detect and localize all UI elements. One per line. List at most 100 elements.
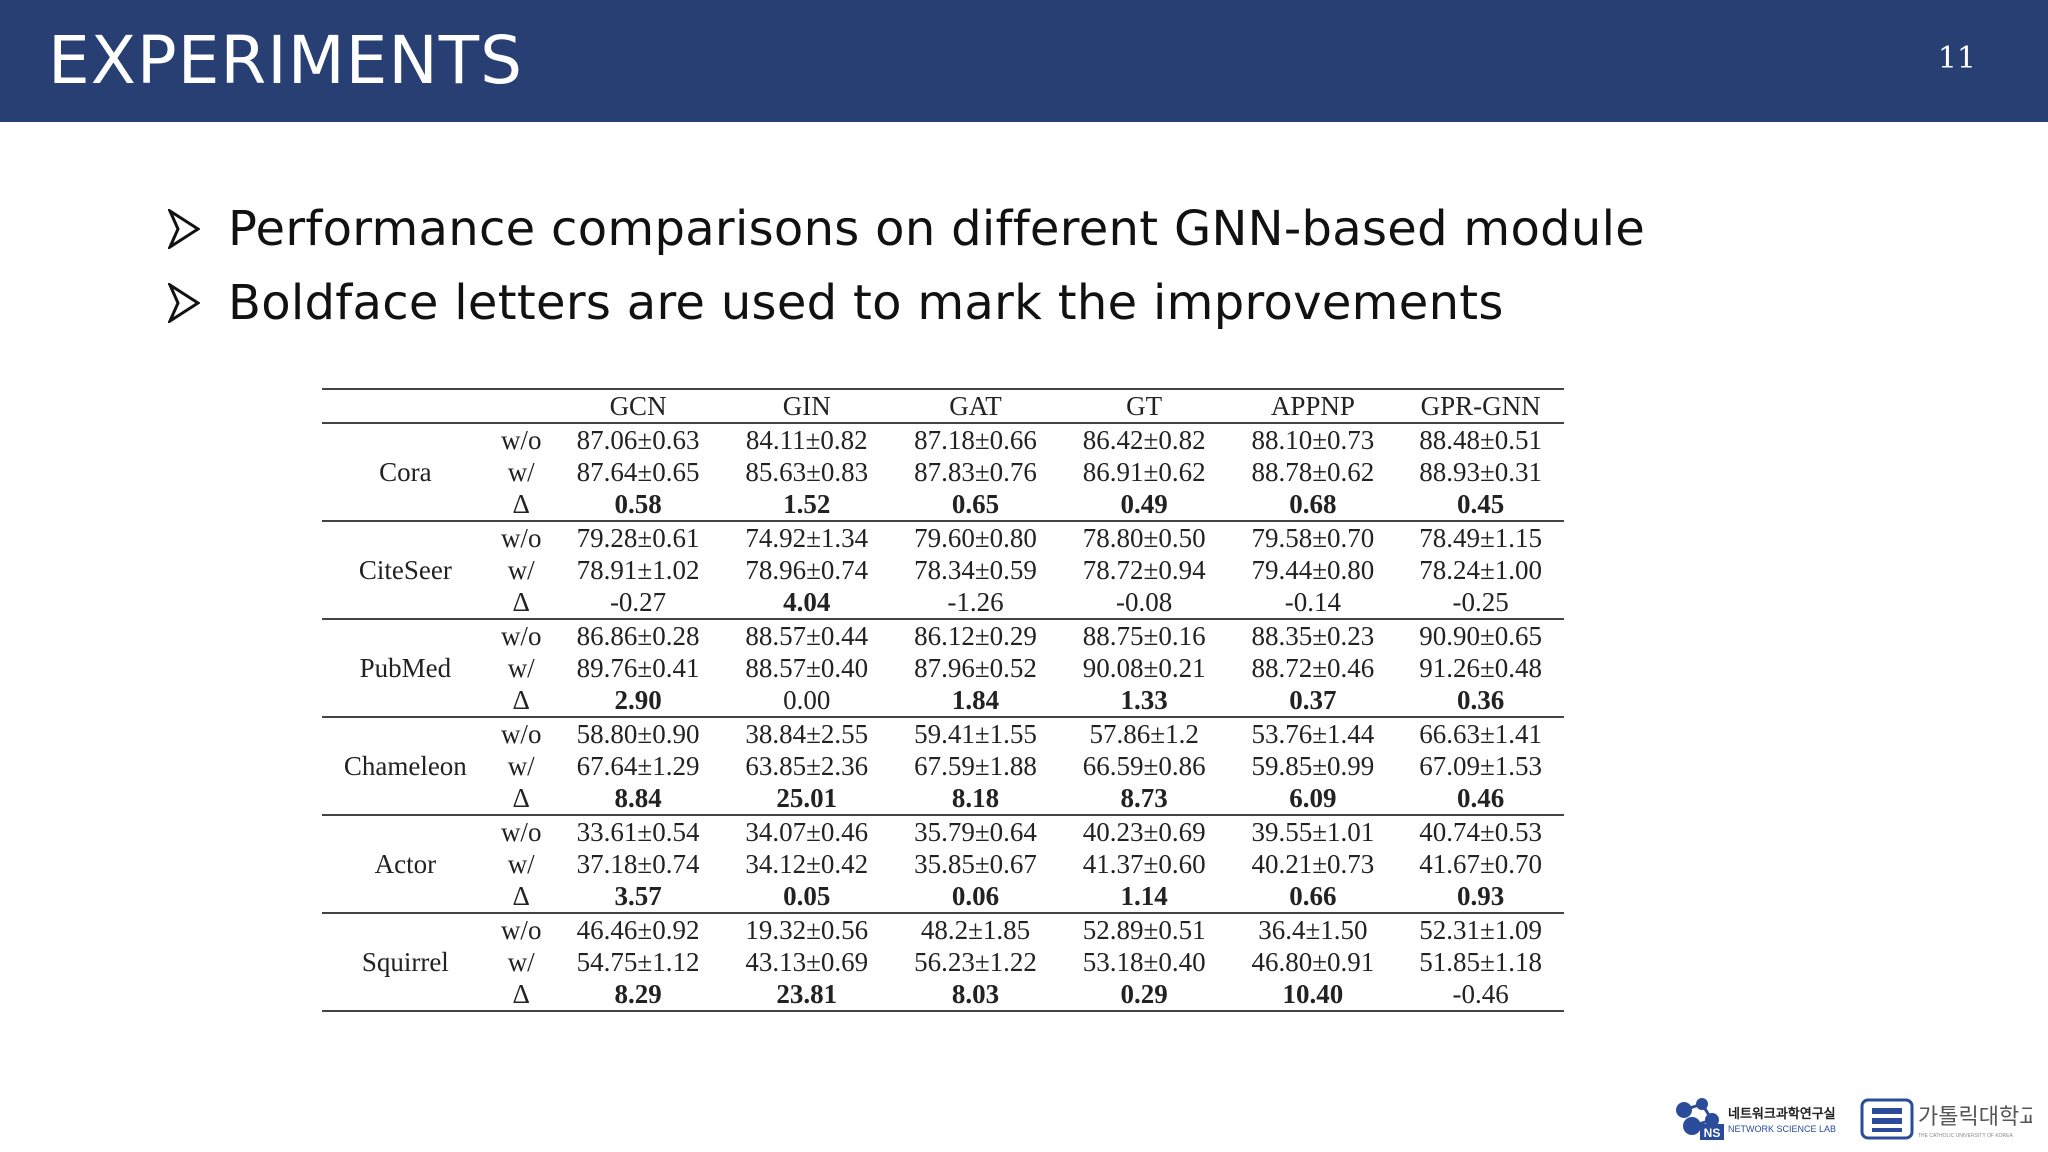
table-header-row: GCN GIN GAT GT APPNP GPR-GNN [322,389,1564,423]
table-cell: 51.85±1.18 [1419,947,1543,977]
table-cell: 88.93±0.31 [1419,457,1543,487]
row-label: w/ [507,751,535,781]
table-cell: 3.57 [614,881,662,911]
table-row: Δ 8.84 25.01 8.18 8.73 6.09 0.46 [322,782,1564,815]
table-row: Δ 8.29 23.81 8.03 0.29 10.40 -0.46 [322,978,1564,1011]
table-cell: 8.18 [951,783,1000,813]
table-row: Squirrel w/o 46.46±0.92 19.32±0.56 48.2±1.85… [322,913,1564,977]
row-label: w/ [507,457,535,487]
table-row: w/67.64±1.29 63.85±2.36 67.59±1.88 66.59±0.… [322,750,1564,782]
column-header: GIN [782,391,831,421]
dataset-group: Cora w/o 87.06±0.63 84.11±0.82 87.18±0.66 86.… [322,423,1564,521]
dataset-group: Chameleon w/o 58.80±0.90 38.84±2.55 59.41±1.… [322,717,1564,815]
footer-logos: NS 네트워크과학연구실 NETWORK SCIENCE LAB 가톨릭대학교 … [1676,1098,2032,1140]
bullet-item: Boldface letters are used to mark the im… [168,266,1645,340]
table-cell: 0.65 [951,489,1000,519]
table-cell: 53.76±1.44 [1251,719,1375,749]
table-row: w/87.64±0.65 85.63±0.83 87.83±0.76 86.91±0.… [322,456,1564,488]
table-cell: 37.18±0.74 [576,849,700,879]
svg-text:NETWORK SCIENCE LAB: NETWORK SCIENCE LAB [1728,1124,1836,1134]
table-cell: 91.26±0.48 [1419,653,1543,683]
table-cell: -0.08 [1116,587,1173,617]
row-label: Δ [512,685,530,715]
table-cell: 40.23±0.69 [1082,817,1206,847]
table-cell: 0.68 [1289,489,1337,519]
table-cell: 88.78±0.62 [1251,457,1375,487]
table-cell: 10.40 [1282,979,1344,1009]
table-cell: 0.49 [1120,489,1168,519]
table-row: w/37.18±0.74 34.12±0.42 35.85±0.67 41.37±0.… [322,848,1564,880]
table-cell: 25.01 [776,783,838,813]
table-cell: 0.00 [783,685,831,715]
table-cell: 88.75±0.16 [1082,621,1206,651]
table-row: Cora w/o 87.06±0.63 84.11±0.82 87.18±0.66 86.… [322,423,1564,487]
table-cell: 79.60±0.80 [914,523,1037,553]
table-row: Δ 0.58 1.52 0.65 0.49 0.68 0.45 [322,488,1564,521]
dataset-name: PubMed [359,653,452,683]
table-cell: 57.86±1.2 [1089,719,1199,749]
table-cell: 52.31±1.09 [1419,915,1543,945]
table-cell: 84.11±0.82 [745,425,868,455]
table-cell: 86.42±0.82 [1082,425,1206,455]
slide-title: EXPERIMENTS [48,22,523,99]
table-cell: 78.24±1.00 [1419,555,1543,585]
table-cell: 59.41±1.55 [914,719,1037,749]
table-cell: 1.52 [783,489,831,519]
table-cell: 19.32±0.56 [745,915,869,945]
bullet-list: Performance comparisons on different GNN… [168,192,1645,340]
table-cell: 63.85±2.36 [745,751,869,781]
table-cell: 46.80±0.91 [1251,947,1375,977]
header-bar: EXPERIMENTS 11 [0,0,2048,122]
column-header: APPNP [1270,391,1355,421]
table-cell: 86.12±0.29 [914,621,1037,651]
table-cell: 78.96±0.74 [745,555,869,585]
table-cell: 0.06 [951,881,1000,911]
table-cell: 35.85±0.67 [914,849,1037,879]
bullet-item: Performance comparisons on different GNN… [168,192,1645,266]
row-label: Δ [512,489,530,519]
table-cell: 0.37 [1289,685,1337,715]
row-label: w/o [500,425,542,455]
row-label: w/o [500,817,542,847]
table-row: w/78.91±1.02 78.96±0.74 78.34±0.59 78.72±0.… [322,554,1564,586]
table-cell: 0.58 [614,489,662,519]
table-cell: 53.18±0.40 [1082,947,1206,977]
arrowhead-icon [168,283,200,323]
table-cell: 1.33 [1120,685,1168,715]
table-cell: 67.09±1.53 [1419,751,1543,781]
table-cell: 66.59±0.86 [1082,751,1206,781]
table-row: Δ 2.90 0.00 1.84 1.33 0.37 0.36 [322,684,1564,717]
table-cell: 54.75±1.12 [576,947,700,977]
table-cell: 87.18±0.66 [914,425,1037,455]
bullet-text: Boldface letters are used to mark the im… [228,275,1504,331]
table-cell: -1.26 [947,587,1004,617]
table-cell: 67.59±1.88 [914,751,1037,781]
row-label: w/ [507,555,535,585]
dataset-group: Actor w/o 33.61±0.54 34.07±0.46 35.79±0.64 40… [322,815,1564,913]
table-cell: 85.63±0.83 [745,457,869,487]
table-cell: 40.21±0.73 [1251,849,1375,879]
table-cell: 36.4±1.50 [1258,915,1368,945]
table-cell: 8.84 [614,783,662,813]
table-cell: 0.36 [1456,685,1505,715]
table-cell: -0.14 [1284,587,1341,617]
table-cell: 74.92±1.34 [745,523,869,553]
row-label: w/o [500,915,542,945]
table-cell: 56.23±1.22 [914,947,1037,977]
dataset-group: PubMed w/o 86.86±0.28 88.57±0.44 86.12±0.29 8… [322,619,1564,717]
column-header: GAT [949,391,1002,421]
table-cell: 38.84±2.55 [745,719,869,749]
table-cell: 89.76±0.41 [576,653,700,683]
svg-text:네트워크과학연구실: 네트워크과학연구실 [1728,1106,1836,1122]
row-label: w/o [500,719,542,749]
table-cell: 6.09 [1289,783,1337,813]
table-cell: 88.57±0.44 [745,621,869,651]
column-header: GPR-GNN [1420,391,1541,421]
table-cell: 8.03 [951,979,1000,1009]
table-cell: 58.80±0.90 [576,719,700,749]
table-cell: 0.29 [1120,979,1168,1009]
column-header: GT [1126,391,1163,421]
table-cell: 0.05 [783,881,831,911]
table-cell: 35.79±0.64 [914,817,1037,847]
table-cell: -0.25 [1452,587,1509,617]
